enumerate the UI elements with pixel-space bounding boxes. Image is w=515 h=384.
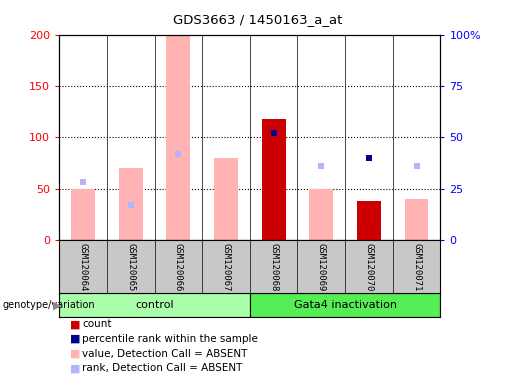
Text: GSM120070: GSM120070 bbox=[365, 243, 373, 291]
Text: percentile rank within the sample: percentile rank within the sample bbox=[82, 334, 259, 344]
Text: GSM120065: GSM120065 bbox=[126, 243, 135, 291]
Bar bbox=[310, 189, 333, 240]
Text: GSM120067: GSM120067 bbox=[221, 243, 230, 291]
Text: ▶: ▶ bbox=[53, 300, 62, 310]
Bar bbox=[119, 168, 143, 240]
Bar bbox=[405, 199, 428, 240]
Text: ■: ■ bbox=[70, 319, 80, 329]
Text: count: count bbox=[82, 319, 112, 329]
Bar bbox=[357, 201, 381, 240]
Bar bbox=[262, 119, 285, 240]
Text: ■: ■ bbox=[70, 334, 80, 344]
Text: GSM120071: GSM120071 bbox=[412, 243, 421, 291]
Text: ■: ■ bbox=[70, 363, 80, 373]
Text: rank, Detection Call = ABSENT: rank, Detection Call = ABSENT bbox=[82, 363, 243, 373]
Bar bbox=[214, 158, 238, 240]
Text: GSM120064: GSM120064 bbox=[79, 243, 88, 291]
Text: genotype/variation: genotype/variation bbox=[3, 300, 95, 310]
Text: value, Detection Call = ABSENT: value, Detection Call = ABSENT bbox=[82, 349, 248, 359]
Text: GSM120066: GSM120066 bbox=[174, 243, 183, 291]
Text: GDS3663 / 1450163_a_at: GDS3663 / 1450163_a_at bbox=[173, 13, 342, 26]
Text: GSM120068: GSM120068 bbox=[269, 243, 278, 291]
Text: Gata4 inactivation: Gata4 inactivation bbox=[294, 300, 397, 310]
Bar bbox=[59, 293, 250, 317]
Bar bbox=[250, 293, 440, 317]
Bar bbox=[71, 189, 95, 240]
Bar bbox=[166, 35, 190, 240]
Text: GSM120069: GSM120069 bbox=[317, 243, 325, 291]
Text: control: control bbox=[135, 300, 174, 310]
Text: ■: ■ bbox=[70, 349, 80, 359]
